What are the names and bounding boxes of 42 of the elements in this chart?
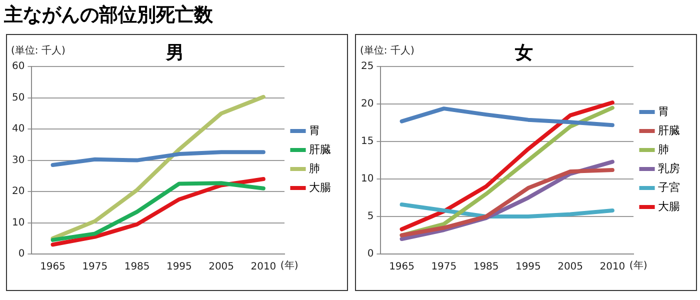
y-tick-label: 40 <box>12 124 25 135</box>
y-tick-label: 15 <box>360 136 374 148</box>
x-tick-label: 2005 <box>558 262 584 273</box>
y-tick-label: 50 <box>12 92 25 104</box>
legend-label: 子宮 <box>658 180 680 194</box>
x-tick-label: 1985 <box>124 262 150 273</box>
y-tick-label: 30 <box>12 154 25 166</box>
legend-label: 肺 <box>309 162 320 175</box>
legend-label: 大腸 <box>309 180 331 194</box>
legend-label: 胃 <box>658 104 669 118</box>
legend-label: 肺 <box>658 142 669 156</box>
legend-label: 乳房 <box>658 162 680 175</box>
x-tick-label: 2010 <box>600 262 626 273</box>
text: 主ながんの部位別死亡数 <box>4 3 213 28</box>
y-tick-label: 0 <box>367 248 374 260</box>
legend-label: 大腸 <box>658 200 680 213</box>
y-tick-label: 5 <box>367 211 374 222</box>
y-axis-title: (単位: 千人) <box>11 44 66 57</box>
y-tick-label: 10 <box>12 217 25 228</box>
y-tick-label: 20 <box>12 186 25 198</box>
y-tick-label: 10 <box>360 174 374 185</box>
x-tick-label: 2005 <box>208 262 234 273</box>
y-tick-label: 60 <box>12 61 25 72</box>
x-tick-label: 2010 <box>250 262 276 273</box>
legend-label: 胃 <box>309 124 320 137</box>
y-tick-label: 25 <box>360 61 374 72</box>
x-tick-label: 1965 <box>40 262 66 273</box>
y-tick-label: 20 <box>360 98 374 110</box>
y-tick-label: 0 <box>18 248 25 260</box>
legend-label: 肝臓 <box>658 124 680 137</box>
x-tick-label: 1975 <box>431 262 457 273</box>
x-tick-label: 1965 <box>389 262 415 273</box>
chart-title: 男 <box>165 42 184 64</box>
x-tick-label: 1995 <box>515 262 541 273</box>
x-tick-label: 1985 <box>473 262 499 273</box>
x-tick-label: 1975 <box>82 262 108 273</box>
y-axis-title: (単位: 千人) <box>360 44 414 57</box>
x-axis-title: (年) <box>280 260 298 272</box>
chart-title: 女 <box>514 42 533 64</box>
x-tick-label: 1995 <box>166 262 192 273</box>
legend-label: 肝臓 <box>309 142 331 156</box>
x-axis-title: (年) <box>629 260 648 272</box>
